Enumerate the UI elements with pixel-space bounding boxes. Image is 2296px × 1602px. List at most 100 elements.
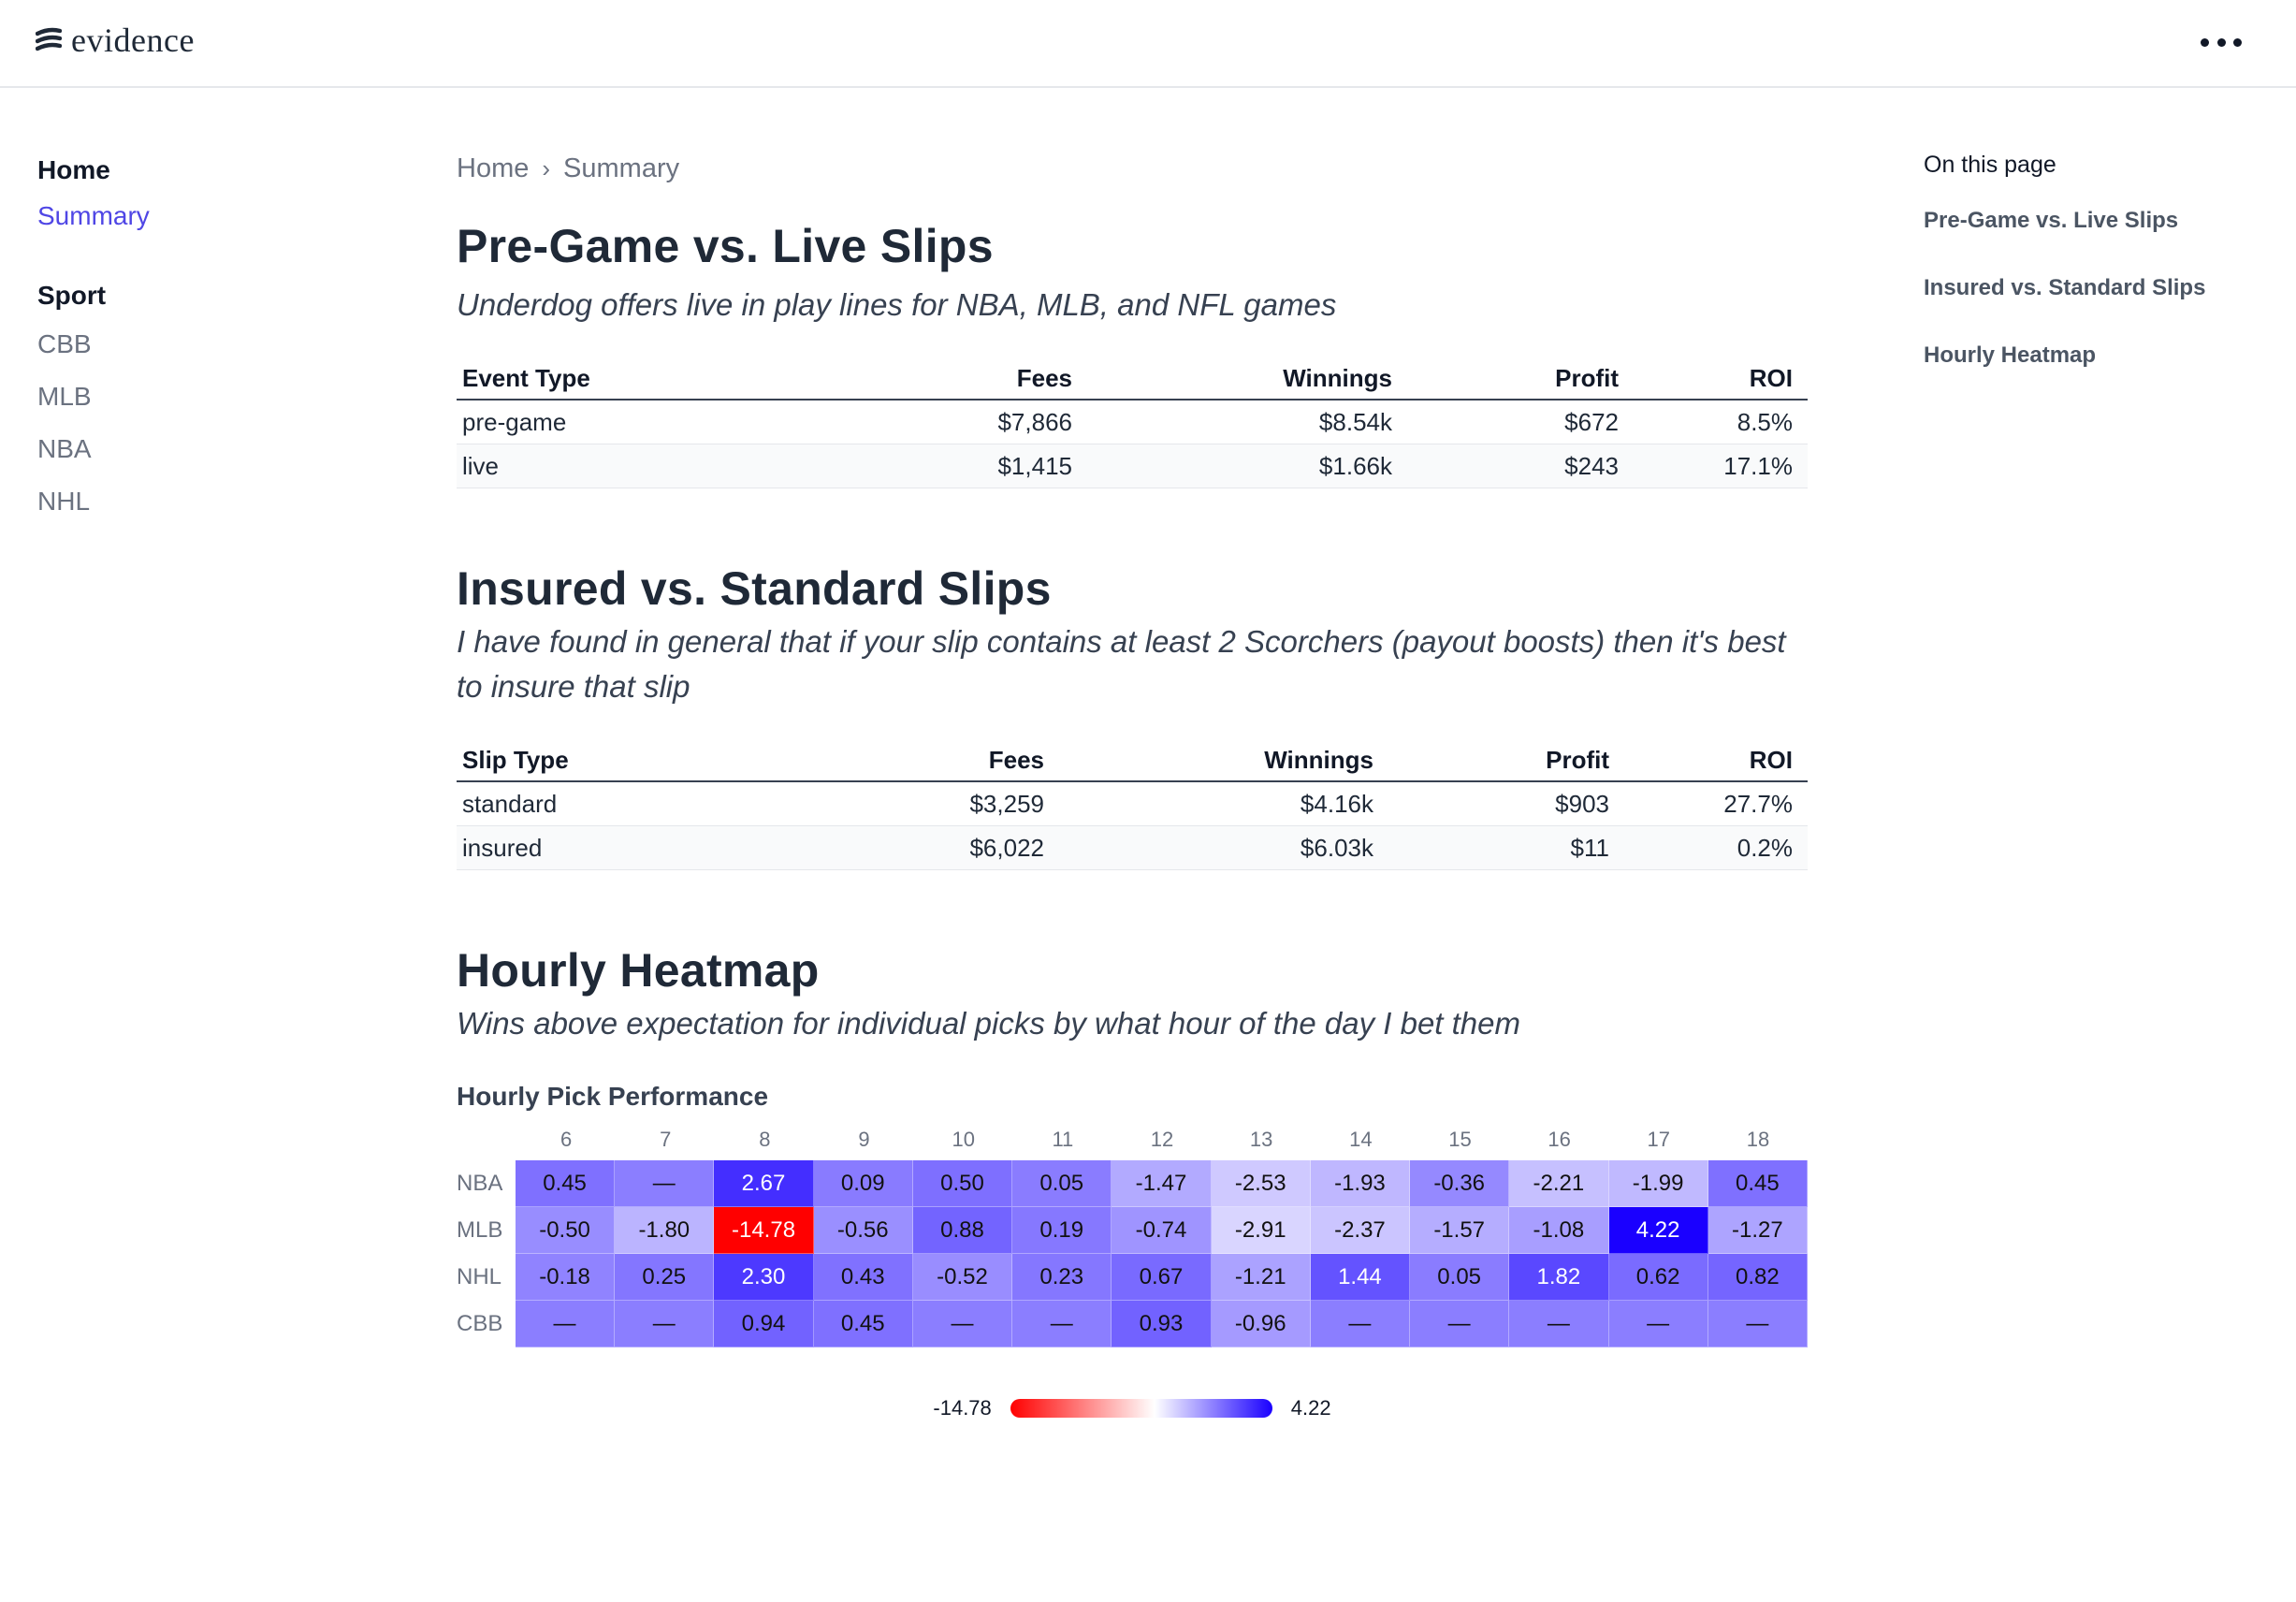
heatmap-cell[interactable]: -0.18 <box>515 1254 616 1301</box>
heatmap-cell[interactable]: 1.44 <box>1310 1254 1411 1301</box>
heatmap-cell[interactable]: -1.99 <box>1608 1160 1708 1207</box>
section-subtitle-insured: I have found in general that if your sli… <box>457 624 1786 704</box>
x-tick-label: 18 <box>1746 1128 1770 1151</box>
heatmap-cell[interactable]: 2.67 <box>714 1160 814 1207</box>
table-row: pre-game $7,866 $8.54k $672 8.5% <box>457 400 1808 444</box>
sidebar-item-nhl[interactable]: NHL <box>37 487 91 516</box>
heatmap-cell[interactable]: — <box>1707 1301 1808 1347</box>
heatmap-cell[interactable]: -1.47 <box>1112 1160 1212 1207</box>
column-header[interactable]: Event Type <box>457 348 917 400</box>
x-tick-label: 8 <box>759 1128 771 1151</box>
heatmap-cell[interactable]: -0.50 <box>515 1207 616 1254</box>
heatmap-cell[interactable]: -1.80 <box>615 1207 715 1254</box>
heatmap-cell[interactable]: 0.45 <box>515 1160 616 1207</box>
heatmap-cell[interactable]: 0.67 <box>1112 1254 1212 1301</box>
sidebar-section-sport[interactable]: Sport <box>37 281 107 310</box>
heatmap-cell[interactable]: -1.27 <box>1707 1207 1808 1254</box>
table-row: insured $6,022 $6.03k $11 0.2% <box>457 825 1808 870</box>
column-header[interactable]: Winnings <box>1087 348 1407 400</box>
heatmap-cell[interactable]: 4.22 <box>1608 1207 1708 1254</box>
heatmap-cell[interactable]: -0.96 <box>1211 1301 1311 1347</box>
heatmap-cell[interactable]: -0.36 <box>1410 1160 1510 1207</box>
x-tick-label: 17 <box>1647 1128 1671 1151</box>
heatmap-title: Hourly Pick Performance <box>457 1082 769 1111</box>
breadcrumb-summary[interactable]: Summary <box>563 153 680 183</box>
table-cell: $6.03k <box>1059 825 1388 870</box>
column-header[interactable]: ROI <box>1624 730 1808 782</box>
heatmap-cell[interactable]: — <box>1310 1301 1411 1347</box>
heatmap-cell[interactable]: -0.56 <box>813 1207 913 1254</box>
legend-max-label: 4.22 <box>1290 1396 1331 1420</box>
heatmap-cell[interactable]: -1.93 <box>1310 1160 1411 1207</box>
column-header[interactable]: Slip Type <box>457 730 879 782</box>
heatmap-cell[interactable]: 0.88 <box>912 1207 1013 1254</box>
heatmap-cell[interactable]: 0.45 <box>1707 1160 1808 1207</box>
ellipsis-icon[interactable] <box>2201 28 2242 56</box>
breadcrumb-home[interactable]: Home <box>457 153 530 183</box>
column-header[interactable]: Winnings <box>1059 730 1388 782</box>
heatmap-cell[interactable]: 0.82 <box>1707 1254 1808 1301</box>
heatmap-cell[interactable]: — <box>912 1301 1013 1347</box>
heatmap-legend: -14.78 4.22 <box>457 1396 1808 1420</box>
toc-item-insured[interactable]: Insured vs. Standard Slips <box>1924 275 2206 300</box>
heatmap-cell[interactable]: 0.94 <box>714 1301 814 1347</box>
heatmap-cell[interactable]: 0.93 <box>1112 1301 1212 1347</box>
table-cell: 8.5% <box>1634 400 1808 444</box>
heatmap-cell[interactable]: 0.23 <box>1012 1254 1112 1301</box>
heatmap-cell[interactable]: — <box>615 1160 715 1207</box>
heatmap-cell[interactable]: -0.52 <box>912 1254 1013 1301</box>
table-cell: standard <box>457 781 879 826</box>
heatmap-cell[interactable]: 0.50 <box>912 1160 1013 1207</box>
heatmap-cell[interactable]: 0.25 <box>615 1254 715 1301</box>
table-cell: $672 <box>1407 400 1634 444</box>
column-header[interactable]: ROI <box>1634 348 1808 400</box>
heatmap-cell[interactable]: 0.45 <box>813 1301 913 1347</box>
heatmap-cell[interactable]: -2.21 <box>1509 1160 1609 1207</box>
sidebar-item-cbb[interactable]: CBB <box>37 329 92 358</box>
table-cell: $903 <box>1388 781 1624 826</box>
logo[interactable]: evidence <box>36 21 195 60</box>
section-subtitle-pre-game: Underdog offers live in play lines for N… <box>457 287 1337 322</box>
heatmap-cell[interactable]: 0.09 <box>813 1160 913 1207</box>
heatmap-cell[interactable]: -1.57 <box>1410 1207 1510 1254</box>
heatmap-cell[interactable]: — <box>615 1301 715 1347</box>
column-header[interactable]: Fees <box>917 348 1087 400</box>
heatmap-cell[interactable]: -2.53 <box>1211 1160 1311 1207</box>
heatmap-cell[interactable]: — <box>1410 1301 1510 1347</box>
table-row: live $1,415 $1.66k $243 17.1% <box>457 444 1808 488</box>
heatmap-cell[interactable]: — <box>515 1301 616 1347</box>
heatmap-cell[interactable]: 0.05 <box>1012 1160 1112 1207</box>
table-cell: 0.2% <box>1624 825 1808 870</box>
heatmap-cell[interactable]: 0.62 <box>1608 1254 1708 1301</box>
toc-item-pre-game[interactable]: Pre-Game vs. Live Slips <box>1924 208 2179 233</box>
column-header[interactable]: Profit <box>1388 730 1624 782</box>
heatmap-cell[interactable]: — <box>1509 1301 1609 1347</box>
toc-item-heatmap[interactable]: Hourly Heatmap <box>1924 342 2097 368</box>
heatmap-cell[interactable]: -1.08 <box>1509 1207 1609 1254</box>
y-tick-label: NHL <box>457 1264 502 1289</box>
sidebar-item-mlb[interactable]: MLB <box>37 382 92 411</box>
sidebar-item-summary[interactable]: Summary <box>37 201 150 230</box>
column-header[interactable]: Fees <box>879 730 1059 782</box>
heatmap-cell[interactable]: 0.19 <box>1012 1207 1112 1254</box>
section-title-heatmap: Hourly Heatmap <box>457 944 820 997</box>
heatmap-cell[interactable]: -2.37 <box>1310 1207 1411 1254</box>
heatmap-x-axis: 6 7 8 9 10 11 12 13 14 15 16 17 18 <box>516 1119 1808 1160</box>
heatmap-cell[interactable]: 0.43 <box>813 1254 913 1301</box>
heatmap-cell[interactable]: — <box>1012 1301 1112 1347</box>
heatmap-cell[interactable]: -2.91 <box>1211 1207 1311 1254</box>
column-header[interactable]: Profit <box>1407 348 1634 400</box>
heatmap-cell[interactable]: -1.21 <box>1211 1254 1311 1301</box>
sidebar-home[interactable]: Home <box>37 155 110 184</box>
sidebar-item-nba[interactable]: NBA <box>37 434 92 463</box>
x-tick-label: 13 <box>1249 1128 1273 1151</box>
heatmap-cell[interactable]: — <box>1608 1301 1708 1347</box>
heatmap-cell[interactable]: 2.30 <box>714 1254 814 1301</box>
heatmap-cell[interactable]: -14.78 <box>714 1207 814 1254</box>
heatmap-cell[interactable]: 0.05 <box>1410 1254 1510 1301</box>
table-cell: 17.1% <box>1634 444 1808 488</box>
table-header-row: Event Type Fees Winnings Profit ROI <box>457 348 1808 400</box>
heatmap-cell[interactable]: 1.82 <box>1509 1254 1609 1301</box>
heatmap-cell[interactable]: -0.74 <box>1112 1207 1212 1254</box>
y-tick-label: CBB <box>457 1311 503 1336</box>
